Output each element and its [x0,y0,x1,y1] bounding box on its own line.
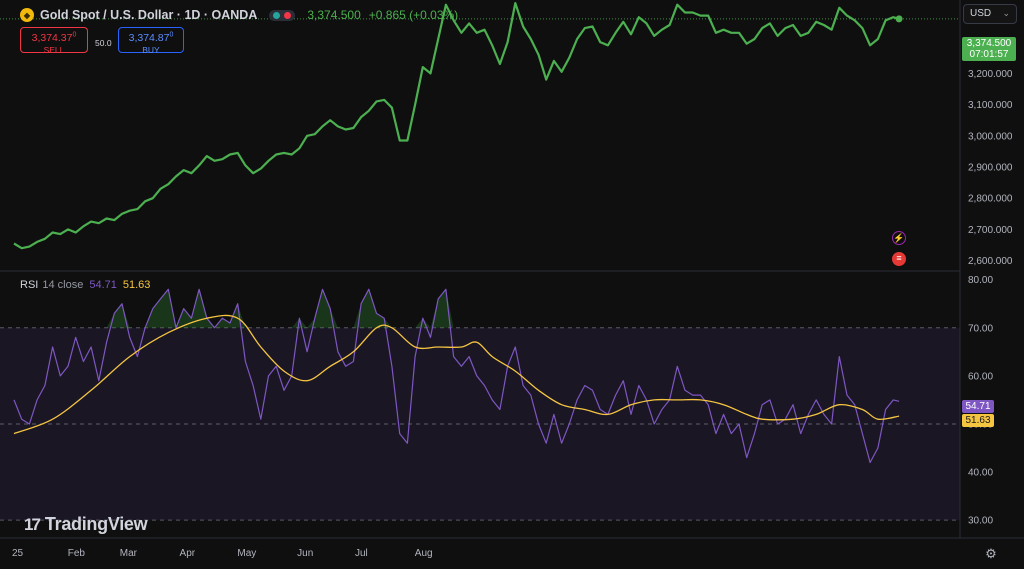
price-change: +0.865 (+0.03%) [368,8,459,22]
rsi-indicator-name: RSI [20,279,39,291]
rsi-legend[interactable]: RSI 14 close 54.71 51.63 [20,279,150,291]
time-tick-label: Jun [297,548,313,559]
currency-selector[interactable]: USD ⌄ [963,4,1017,24]
tradingview-wordmark: TradingView [44,514,148,534]
us-flag-event-icon[interactable]: ≡ [892,252,906,266]
market-status-pill[interactable] [269,9,296,21]
time-tick-label: Apr [180,548,196,559]
time-tick-label: Aug [415,548,433,559]
price-tick-label: 2,600.000 [968,256,1013,267]
spread-value: 50.0 [95,38,112,48]
price-tick-label: 2,800.000 [968,194,1013,205]
price-tick-label: 3,100.000 [968,100,1013,111]
price-tick-label: 3,200.000 [968,69,1013,80]
rsi-tick-label: 60.00 [968,371,993,382]
sell-price: 3,374.370 [31,31,77,44]
rsi-value-tag: 54.71 [962,400,994,413]
rsi-legend-value: 54.71 [89,279,117,291]
buy-price: 3,374.870 [128,31,174,44]
price-tag-countdown: 07:01:57 [969,49,1009,60]
price-tick-label: 3,000.000 [968,131,1013,142]
time-tick-label: May [237,548,256,559]
price-series-line [13,2,900,250]
tradingview-logo-icon: 17 [24,514,41,534]
time-tick-label: Feb [68,548,86,559]
rsi-ma-legend-value: 51.63 [122,279,151,291]
price-tick-label: 2,900.000 [968,162,1013,173]
status-dot-icon [273,11,281,19]
symbol-header: ◆ Gold Spot / U.S. Dollar · 1D · OANDA 3… [20,6,458,24]
rsi-series-line [13,288,900,464]
rsi-indicator-params: 14 close [42,279,84,291]
buy-label: BUY [142,44,160,55]
price-tag-value: 3,374.500 [966,38,1012,49]
rsi-tick-label: 80.00 [968,275,993,286]
sell-button[interactable]: 3,374.370 SELL [20,27,88,55]
last-price: 3,374.500 [307,8,361,22]
sell-label: SELL [43,44,65,55]
rsi-overbought-fill [14,289,900,328]
settings-gear-icon[interactable]: ⚙ [985,546,997,561]
chevron-down-icon: ⌄ [1002,8,1010,18]
rsi-tick-label: 40.00 [968,468,993,479]
price-tick-label: 2,700.000 [968,225,1013,236]
price-pane[interactable] [0,2,960,250]
rsi-ma-series-line [13,314,900,435]
time-axis[interactable]: 25 Feb Mar Apr May Jun Jul Aug [12,548,433,559]
rsi-tick-label: 30.00 [968,516,993,527]
tradingview-logo[interactable]: 17 TradingView [24,514,148,535]
time-tick-label: Mar [120,548,138,559]
status-dot-icon [284,11,292,19]
currency-label: USD [970,8,992,19]
last-price-tag: 3,374.500 07:01:57 [962,37,1016,61]
gold-symbol-icon: ◆ [20,8,34,22]
time-tick-label: 25 [12,548,24,559]
buy-button[interactable]: 3,374.870 BUY [118,27,184,55]
lightning-event-icon[interactable]: ⚡ [892,231,906,245]
rsi-tick-label: 70.00 [968,323,993,334]
price-last-point [895,15,903,23]
time-tick-label: Jul [355,548,368,559]
rsi-pane[interactable] [0,288,960,521]
rsi-ma-value-tag: 51.63 [962,414,994,427]
symbol-title[interactable]: Gold Spot / U.S. Dollar · 1D · OANDA [40,8,258,22]
